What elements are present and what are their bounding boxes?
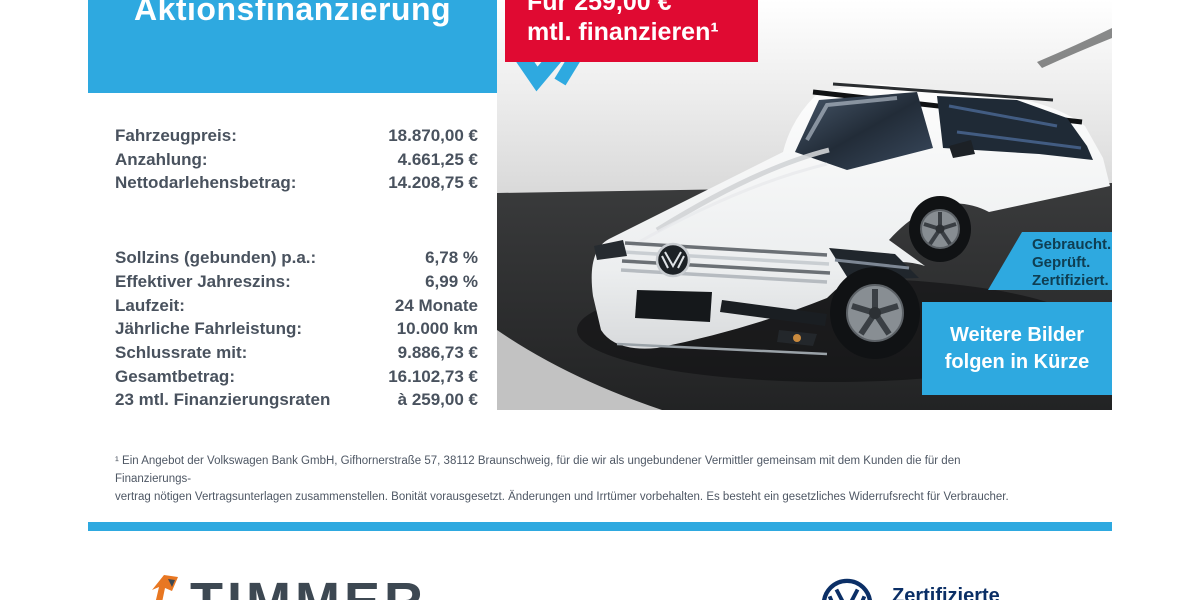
row-value: 6,99 %	[425, 271, 478, 291]
row-label: Gesamtbetrag:	[115, 366, 235, 386]
table-row: Laufzeit: 24 Monate	[115, 294, 478, 318]
more-images-line2: folgen in Kürze	[944, 350, 1090, 373]
dealer-logo: TIMMER	[148, 573, 427, 600]
table-row: Gesamtbetrag: 16.102,73 €	[115, 365, 478, 389]
table-row: Schlussrate mit: 9.886,73 €	[115, 341, 478, 365]
financing-group-conditions: Sollzins (gebunden) p.a.: 6,78 % Effekti…	[115, 246, 478, 412]
certified-badge: Gebraucht. Geprüft. Zertifiziert.	[988, 232, 1112, 290]
certified-badge-line: Gebraucht.	[1032, 236, 1112, 253]
rate-line1: Für 259,00 €	[527, 0, 672, 16]
table-row: 23 mtl. Finanzierungsraten à 259,00 €	[115, 388, 478, 412]
vw-grille-badge-icon	[655, 242, 691, 278]
row-label: Effektiver Jahreszins:	[115, 271, 291, 291]
row-value: 9.886,73 €	[397, 342, 478, 362]
front-wheel	[830, 267, 920, 359]
page-title: Aktionsfinanzierung	[133, 0, 452, 27]
certified-badge-line: Zertifiziert.	[1032, 272, 1109, 289]
table-row: Fahrzeugpreis: 18.870,00 €	[115, 124, 478, 148]
floor-light-wedge	[497, 330, 662, 410]
more-images-line1: Weitere Bilder	[949, 323, 1085, 346]
certified-badge-line: Geprüft.	[1032, 254, 1091, 271]
row-value: 14.208,75 €	[388, 173, 478, 193]
row-label: Fahrzeugpreis:	[115, 126, 237, 145]
car-studio-illustration	[497, 0, 1112, 410]
row-label: Laufzeit:	[115, 295, 185, 315]
row-value: 18.870,00 €	[388, 126, 478, 145]
table-row: Effektiver Jahreszins: 6,99 %	[115, 270, 478, 294]
monthly-rate-banner: Für 259,00 € mtl. finanzieren¹	[505, 0, 758, 62]
financing-group-prices: Fahrzeugpreis: 18.870,00 € Anzahlung: 4.…	[115, 124, 478, 195]
row-label: Jährliche Fahrleistung:	[115, 319, 303, 339]
row-value: 4.661,25 €	[397, 149, 478, 169]
dealer-name: TIMMER	[190, 575, 427, 600]
financing-table: Fahrzeugpreis: 18.870,00 € Anzahlung: 4.…	[115, 124, 478, 412]
row-label: 23 mtl. Finanzierungsraten	[115, 390, 331, 410]
vw-certified-label: Zertifizierte	[892, 585, 1000, 600]
table-row: Jährliche Fahrleistung: 10.000 km	[115, 317, 478, 341]
row-label: Sollzins (gebunden) p.a.:	[115, 248, 317, 268]
row-label: Schlussrate mit:	[115, 342, 248, 362]
rear-wheel	[909, 196, 971, 262]
footnote-line2: vertrag nötigen Vertragsunterlagen zusam…	[115, 491, 1009, 503]
row-value: 6,78 %	[425, 248, 478, 268]
headline-box: Aktionsfinanzierung	[88, 0, 497, 93]
rate-line2: mtl. finanzieren¹	[527, 18, 719, 46]
dealer-logo-icon	[152, 575, 178, 600]
row-value: 16.102,73 €	[388, 366, 478, 386]
car	[591, 82, 1110, 359]
row-label: Nettodarlehensbetrag:	[115, 173, 297, 193]
row-label: Anzahlung:	[115, 149, 208, 169]
table-row: Sollzins (gebunden) p.a.: 6,78 %	[115, 246, 478, 270]
vw-certified-logo: Zertifizierte	[820, 577, 1000, 600]
row-value: 10.000 km	[396, 319, 478, 339]
row-value: à 259,00 €	[397, 390, 478, 410]
table-row: Nettodarlehensbetrag: 14.208,75 €	[115, 171, 478, 195]
row-value: 24 Monate	[394, 295, 478, 315]
backdrop-seam	[1037, 28, 1112, 68]
more-images-badge: Weitere Bilder folgen in Kürze	[922, 302, 1112, 395]
footnote-line1: ¹ Ein Angebot der Volkswagen Bank GmbH, …	[115, 455, 961, 485]
vw-logo-icon	[822, 578, 872, 600]
legal-footnote: ¹ Ein Angebot der Volkswagen Bank GmbH, …	[115, 452, 1025, 506]
vehicle-photo: Gebraucht. Geprüft. Zertifiziert. Weiter…	[497, 0, 1112, 410]
table-row: Anzahlung: 4.661,25 €	[115, 148, 478, 172]
divider-bar	[88, 522, 1112, 531]
